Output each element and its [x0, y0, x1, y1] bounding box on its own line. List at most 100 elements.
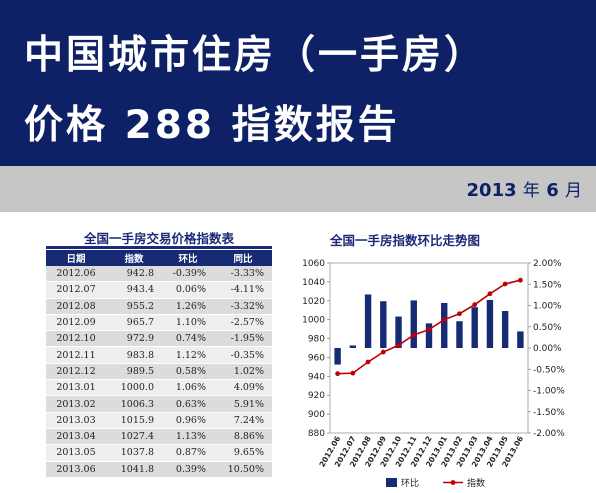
right-axis-label: 0.50% [533, 323, 562, 333]
column-header-index: 指数 [106, 250, 162, 266]
left-axis-label: 1020 [302, 297, 325, 307]
cell-mom: 0.63% [162, 395, 214, 413]
cell-mom: 1.06% [162, 379, 214, 397]
cell-date: 2012.12 [46, 363, 106, 381]
index-point [426, 327, 432, 332]
cell-index: 1041.8 [106, 461, 162, 478]
cell-index: 943.4 [106, 281, 162, 299]
right-axis-label: 2.00% [533, 259, 562, 269]
table-row: 2012.07 943.4 0.06% -4.11% [46, 281, 272, 299]
left-axis-label: 1040 [302, 278, 325, 288]
index-point [472, 302, 478, 308]
date-band [0, 166, 596, 212]
table-row: 2013.04 1027.4 1.13% 8.86% [46, 428, 272, 446]
cell-mom: 0.96% [162, 412, 214, 429]
column-header-mom: 环比 [162, 250, 214, 266]
index-point [350, 370, 356, 376]
cell-date: 2012.07 [46, 281, 106, 299]
index-point [396, 342, 401, 348]
index-point [457, 311, 462, 317]
cell-yoy: 10.50% [214, 461, 272, 478]
report-year: 2013 [466, 180, 517, 201]
legend-label-mom: 环比 [401, 477, 419, 489]
report-title-line1: 中国城市住房（一手房） [24, 33, 487, 78]
table-row: 2013.03 1015.9 0.96% 7.24% [46, 412, 272, 429]
cell-yoy: 1.02% [214, 363, 272, 381]
cell-mom: 0.58% [162, 363, 214, 381]
cell-yoy: -2.57% [214, 314, 272, 332]
table-row: 2013.06 1041.8 0.39% 10.50% [46, 461, 272, 478]
index-table: 日期 指数 环比 同比 2012.06 942.8 -0.39% -3.33% 2012… [46, 250, 272, 478]
left-axis-label: 1000 [302, 316, 325, 326]
year-char: 年 [522, 181, 540, 201]
cell-date: 2012.09 [46, 314, 106, 332]
month-char: 月 [565, 181, 582, 201]
cell-yoy: 8.86% [214, 428, 272, 446]
legend-marker-index [450, 480, 456, 485]
bar-mom [501, 311, 509, 348]
cell-date: 2012.06 [46, 266, 106, 283]
left-axis-label: 880 [308, 429, 325, 439]
cell-mom: -0.39% [162, 266, 214, 283]
bar-mom [395, 316, 402, 348]
cell-date: 2013.02 [46, 395, 106, 413]
cell-index: 955.2 [106, 298, 162, 315]
cell-date: 2013.05 [46, 444, 106, 462]
table-row: 2013.02 1006.3 0.63% 5.91% [46, 395, 272, 413]
cell-mom: 0.74% [162, 330, 214, 348]
index-point [335, 371, 341, 377]
index-chart: 880 900 920 940 960 980 1000 1020 1040 1060 -2.00%… [302, 259, 565, 489]
right-axis-label: -2.00% [533, 429, 565, 439]
left-axis-label: 960 [308, 353, 325, 363]
cell-index: 1006.3 [106, 395, 162, 413]
report-date: 2013 年 6 月 [467, 176, 582, 201]
left-axis-label: 920 [308, 391, 325, 401]
cell-date: 2013.06 [46, 461, 106, 478]
bar-mom [410, 300, 417, 348]
right-axis-label: 1.50% [533, 280, 562, 290]
legend-swatch-mom [386, 478, 397, 487]
left-axis-label: 940 [308, 372, 325, 382]
left-axis-label: 900 [308, 410, 325, 420]
legend-label-index: 指数 [467, 477, 485, 489]
table-row: 2013.01 1000.0 1.06% 4.09% [46, 379, 272, 397]
index-point [365, 359, 371, 365]
index-point [411, 332, 417, 338]
cell-mom: 0.39% [162, 461, 214, 478]
cell-mom: 0.87% [162, 444, 214, 462]
left-axis-label: 1060 [302, 259, 325, 269]
bar-mom [456, 321, 463, 348]
index-point [380, 349, 386, 355]
cell-mom: 1.26% [162, 298, 214, 315]
table-row: 2012.10 972.9 0.74% -1.95% [46, 330, 272, 348]
cell-index: 1015.9 [106, 412, 162, 429]
cell-yoy: 4.09% [214, 379, 272, 397]
bar-mom [334, 348, 341, 365]
right-axis-label: 1.00% [533, 302, 562, 312]
bar-mom [486, 299, 494, 348]
index-point [502, 281, 508, 287]
index-point [441, 317, 447, 323]
right-axis-label: -1.50% [533, 408, 565, 418]
cell-mom: 1.13% [162, 428, 214, 446]
right-axis-label: 0.00% [533, 344, 562, 354]
cell-yoy: 7.24% [214, 412, 272, 429]
table-row: 2013.05 1037.8 0.87% 9.65% [46, 444, 272, 462]
bar-mom [425, 323, 433, 348]
cell-yoy: -3.32% [214, 298, 272, 315]
table-row: 2012.06 942.8 -0.39% -3.33% [46, 266, 272, 283]
cell-index: 942.8 [106, 266, 162, 283]
report-month: 6 [546, 180, 559, 201]
cell-index: 989.5 [106, 363, 162, 381]
table-header-row: 日期 指数 环比 同比 [46, 250, 272, 266]
table-row: 2012.11 983.8 1.12% -0.35% [46, 346, 272, 364]
cell-date: 2012.11 [46, 346, 106, 364]
cell-mom: 0.06% [162, 281, 214, 299]
cell-yoy: -1.95% [214, 330, 272, 348]
cell-yoy: 5.91% [214, 395, 272, 413]
table-row: 2012.09 965.7 1.10% -2.57% [46, 314, 272, 332]
cell-yoy: 9.65% [214, 444, 272, 462]
report-header: 中国城市住房（一手房） 价格 288 指数报告 [0, 0, 596, 166]
cell-date: 2013.03 [46, 412, 106, 429]
cell-date: 2013.01 [46, 379, 106, 397]
